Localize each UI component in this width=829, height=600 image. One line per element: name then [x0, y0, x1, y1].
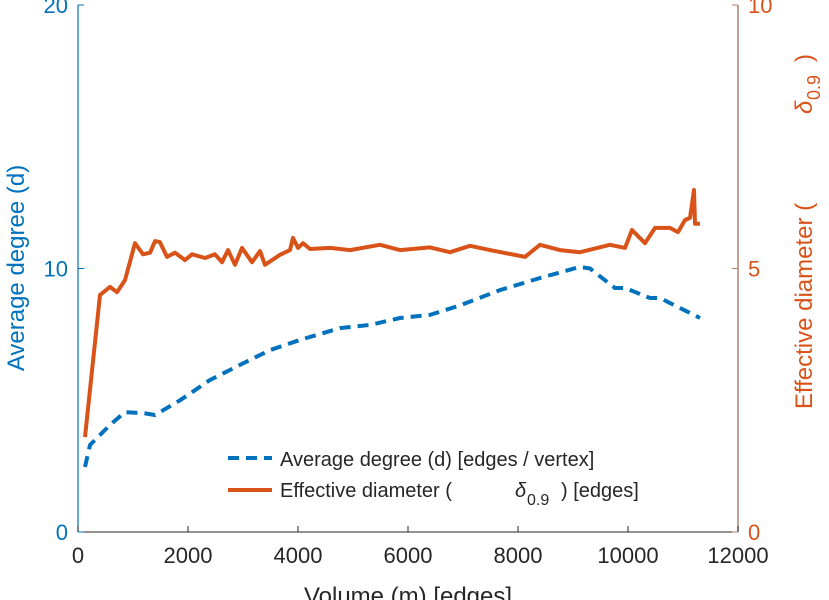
series-group — [83, 188, 701, 468]
x-tick-label: 6000 — [384, 543, 433, 568]
legend-label-degree: Average degree (d) [edges / vertex] — [280, 449, 594, 471]
x-tick-label: 8000 — [494, 543, 543, 568]
series-effective-diameter-line — [83, 188, 700, 438]
x-tick-label: 12000 — [707, 543, 768, 568]
left-y-axis-label: Average degree (d) — [3, 165, 30, 371]
x-axis-label: Volume (m) [edges] — [304, 583, 512, 600]
legend-label-diameter-sub: 0.9 — [527, 492, 549, 509]
series-average-degree-line — [83, 264, 701, 468]
legend-label-diameter-suffix: ) [edges] — [561, 480, 639, 502]
right-y-axis-label: Effective diameter ( δ 0.9 ) — [791, 54, 824, 409]
x-tick-label: 0 — [72, 543, 84, 568]
x-tick-label: 10000 — [597, 543, 658, 568]
right-y-tick-label: 10 — [748, 0, 772, 18]
right-y-tick-label: 0 — [748, 520, 760, 545]
axes — [77, 4, 739, 533]
legend-label-diameter-symbol: δ — [515, 480, 527, 502]
legend-label-diameter-prefix: Effective diameter ( — [280, 480, 452, 502]
x-tick-label: 2000 — [164, 543, 213, 568]
right-y-axis-label-close: ) — [791, 54, 818, 62]
right-y-axis-label-text: Effective diameter ( — [791, 203, 818, 409]
left-y-tick-label: 0 — [56, 520, 68, 545]
left-y-tick-label: 10 — [44, 257, 68, 282]
right-y-axis-label-sub: 0.9 — [804, 75, 824, 100]
right-y-tick-label: 5 — [748, 257, 760, 282]
left-y-tick-label: 20 — [44, 0, 68, 18]
right-y-axis-label-symbol: δ — [791, 100, 818, 114]
x-tick-label: 4000 — [274, 543, 323, 568]
legend: Average degree (d) [edges / vertex] Effe… — [228, 449, 639, 509]
